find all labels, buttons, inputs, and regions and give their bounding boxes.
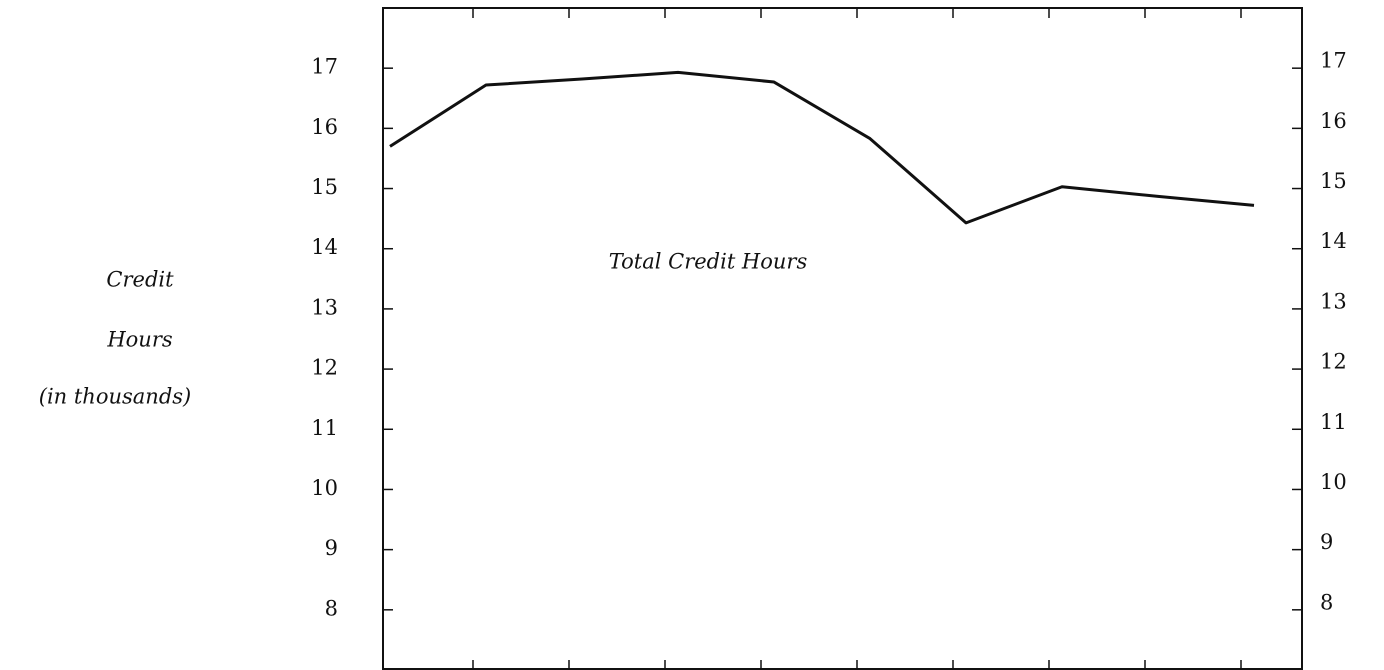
y-axis-label: Hours <box>106 328 173 352</box>
y2-tick-label: 16 <box>1320 109 1347 133</box>
y2-tick-label: 12 <box>1320 350 1347 374</box>
y-tick-label: 13 <box>311 295 338 319</box>
y-tick-label: 11 <box>311 416 338 440</box>
y-axis-label: (in thousands) <box>39 385 191 409</box>
y-tick-label: 9 <box>325 536 338 560</box>
y2-tick-label: 11 <box>1320 410 1347 434</box>
y-tick-label: 17 <box>311 55 338 79</box>
y2-tick-label: 9 <box>1320 530 1333 554</box>
y2-tick-label: 14 <box>1320 229 1347 253</box>
y2-tick-label: 17 <box>1320 49 1347 73</box>
y-tick-label: 8 <box>325 596 338 620</box>
y-tick-label: 15 <box>311 175 338 199</box>
y2-tick-label: 15 <box>1320 169 1347 193</box>
y-axis-label: Credit <box>106 268 174 292</box>
y-tick-label: 12 <box>311 356 338 380</box>
y-tick-label: 10 <box>311 476 338 500</box>
line-series <box>389 70 1255 225</box>
y-tick-label: 16 <box>311 115 338 139</box>
y2-tick-label: 8 <box>1320 590 1333 614</box>
plot-frame <box>382 7 1303 670</box>
y2-tick-label: 13 <box>1320 289 1347 313</box>
annotation: Total Credit Hours <box>609 250 808 274</box>
y2-tick-label: 10 <box>1320 470 1347 494</box>
y-tick-label: 14 <box>311 235 338 259</box>
